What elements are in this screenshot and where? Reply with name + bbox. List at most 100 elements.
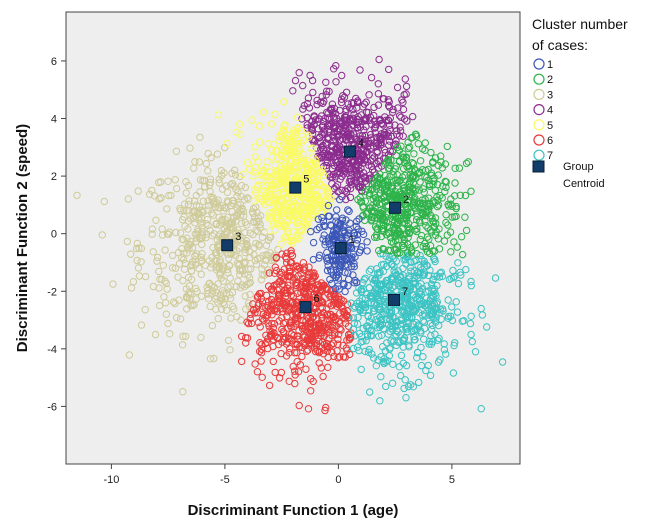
- point-cluster-7: [401, 283, 409, 291]
- point-cluster-6: [293, 349, 301, 357]
- point-cluster-1: [346, 243, 355, 251]
- point-cluster-3: [230, 182, 238, 190]
- point-cluster-3: [176, 315, 185, 323]
- point-cluster-6: [313, 290, 321, 298]
- point-cluster-3: [204, 149, 212, 158]
- point-cluster-6: [293, 340, 301, 348]
- point-cluster-6: [319, 350, 328, 358]
- point-cluster-2: [434, 171, 442, 179]
- point-cluster-4: [397, 113, 405, 122]
- point-cluster-1: [344, 206, 352, 214]
- point-cluster-2: [412, 132, 421, 141]
- point-cluster-6: [286, 268, 294, 276]
- point-cluster-7: [436, 269, 444, 277]
- point-cluster-3: [141, 306, 149, 314]
- point-cluster-5: [279, 126, 288, 134]
- point-cluster-1: [309, 255, 318, 264]
- point-cluster-2: [411, 226, 419, 234]
- point-cluster-3: [229, 302, 237, 311]
- point-cluster-3: [196, 133, 204, 142]
- point-cluster-2: [367, 186, 376, 194]
- point-cluster-4: [347, 177, 356, 185]
- point-cluster-7: [417, 280, 425, 288]
- point-cluster-6: [257, 294, 265, 303]
- point-cluster-2: [447, 200, 455, 208]
- point-cluster-2: [456, 191, 464, 200]
- point-cluster-2: [364, 186, 372, 194]
- point-cluster-7: [420, 324, 429, 333]
- point-cluster-3: [198, 240, 206, 249]
- point-cluster-5: [254, 181, 262, 189]
- point-cluster-6: [274, 292, 283, 300]
- point-cluster-6: [306, 336, 314, 345]
- point-cluster-2: [372, 231, 381, 239]
- point-cluster-7: [365, 318, 373, 326]
- point-cluster-7: [405, 313, 414, 322]
- point-cluster-2: [410, 150, 418, 158]
- point-cluster-6: [290, 274, 298, 282]
- point-cluster-5: [280, 152, 289, 160]
- point-cluster-2: [422, 222, 430, 230]
- point-cluster-3: [182, 292, 191, 301]
- legend-marker-1: [533, 58, 545, 70]
- point-cluster-2: [440, 237, 449, 245]
- point-cluster-2: [452, 204, 460, 213]
- point-cluster-2: [388, 182, 397, 190]
- point-cluster-4: [319, 145, 327, 154]
- point-cluster-7: [477, 304, 485, 313]
- point-cluster-5: [257, 195, 265, 203]
- point-cluster-4: [308, 117, 316, 126]
- point-cluster-7: [357, 365, 365, 374]
- point-cluster-7: [369, 307, 378, 315]
- point-cluster-1: [355, 248, 364, 257]
- point-cluster-2: [403, 209, 412, 217]
- point-cluster-3: [246, 229, 254, 237]
- point-cluster-6: [299, 278, 308, 286]
- point-cluster-7: [397, 316, 406, 325]
- point-cluster-3: [206, 187, 214, 196]
- point-cluster-3: [179, 332, 187, 341]
- point-cluster-2: [394, 192, 402, 200]
- point-cluster-3: [180, 265, 189, 273]
- point-cluster-5: [292, 162, 300, 170]
- point-cluster-3: [197, 219, 206, 227]
- point-cluster-7: [361, 347, 369, 356]
- point-cluster-5: [287, 139, 295, 147]
- centroid-label-3: 3: [235, 231, 241, 243]
- point-cluster-3: [235, 254, 243, 263]
- point-cluster-2: [464, 158, 472, 166]
- point-cluster-3: [178, 341, 187, 349]
- point-cluster-3: [209, 194, 217, 202]
- y-tick-label: 2: [51, 171, 57, 183]
- point-cluster-2: [400, 236, 408, 244]
- point-cluster-6: [254, 301, 262, 309]
- point-cluster-3: [220, 169, 228, 177]
- point-cluster-2: [458, 250, 467, 259]
- point-cluster-4: [393, 83, 402, 92]
- point-cluster-4: [363, 147, 371, 156]
- point-cluster-6: [258, 315, 267, 323]
- point-cluster-6: [334, 354, 342, 362]
- point-cluster-6: [304, 405, 313, 413]
- point-cluster-2: [429, 181, 437, 189]
- point-cluster-7: [450, 272, 459, 281]
- point-cluster-3: [151, 330, 160, 339]
- point-cluster-7: [374, 317, 382, 326]
- point-cluster-4: [329, 170, 338, 179]
- point-cluster-2: [354, 195, 362, 204]
- point-cluster-5: [284, 210, 292, 219]
- point-cluster-3: [223, 222, 231, 230]
- point-cluster-3: [224, 213, 232, 222]
- point-cluster-4: [299, 81, 307, 90]
- point-cluster-3: [241, 218, 250, 227]
- point-cluster-3: [219, 264, 228, 272]
- y-tick-label: 0: [51, 229, 57, 241]
- point-cluster-3: [216, 221, 224, 229]
- point-cluster-5: [264, 198, 272, 206]
- point-cluster-7: [440, 340, 448, 348]
- point-cluster-3: [236, 232, 244, 240]
- point-cluster-3: [195, 158, 204, 166]
- point-cluster-7: [403, 294, 412, 302]
- point-cluster-3: [257, 276, 266, 284]
- point-cluster-2: [398, 241, 407, 250]
